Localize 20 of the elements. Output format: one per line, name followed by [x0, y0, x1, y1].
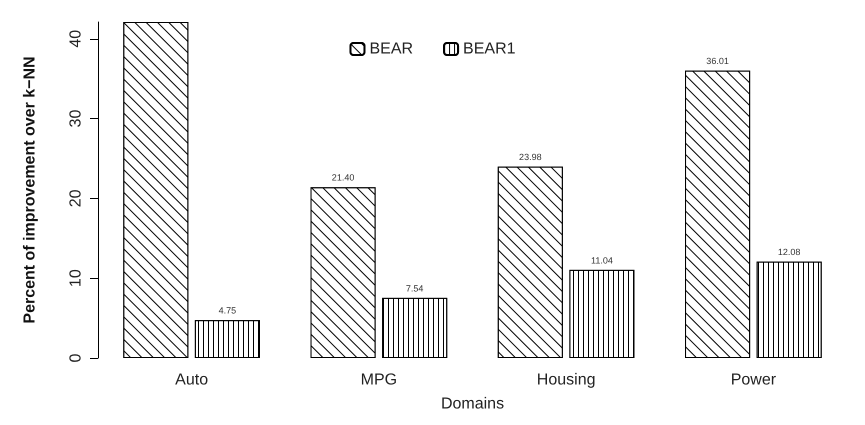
legend-label: BEAR [369, 40, 414, 58]
y-tick-label: 20 [68, 189, 84, 208]
data-label: 21.40 [332, 172, 354, 183]
x-tick-label: Auto [175, 372, 208, 388]
data-label: 36.01 [706, 56, 729, 66]
data-label: 23.98 [519, 152, 542, 162]
data-label: 7.54 [406, 283, 424, 294]
y-tick-label: 40 [68, 30, 84, 48]
data-label: 12.08 [778, 247, 800, 258]
x-tick-label: MPG [360, 372, 398, 388]
legend-label: BEAR1 [463, 40, 516, 58]
data-label: 4.75 [218, 306, 236, 316]
y-tick-label: 0 [68, 353, 84, 362]
x-tick-label: Housing [536, 372, 596, 388]
x-axis-title: Domains [440, 396, 504, 412]
y-tick-label: 10 [68, 269, 84, 288]
y-axis-title: Percent of improvement over k−NN [22, 56, 38, 324]
y-tick-label: 30 [68, 110, 84, 128]
data-label: 11.04 [590, 255, 613, 266]
x-tick-label: Power [730, 372, 777, 388]
